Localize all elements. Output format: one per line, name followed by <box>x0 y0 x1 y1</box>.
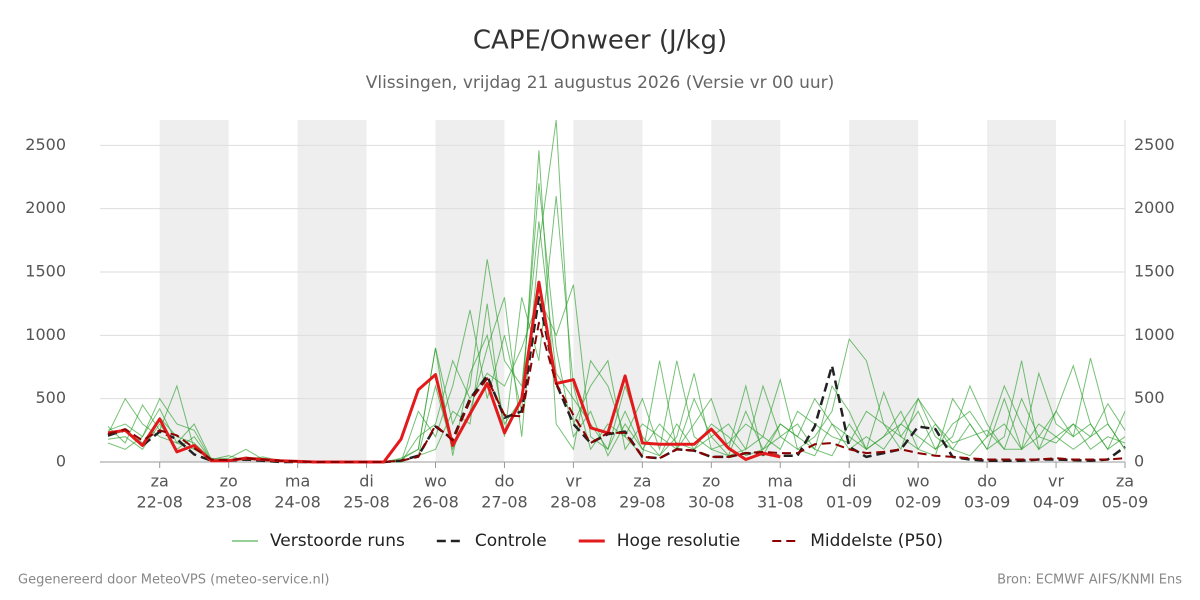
chart-title: CAPE/Onweer (J/kg) <box>473 26 727 56</box>
legend-label: Middelste (P50) <box>810 531 943 551</box>
day-shade <box>297 120 367 462</box>
legend-label: Verstoorde runs <box>270 531 405 551</box>
x-tick-weekday: ma <box>285 472 310 491</box>
x-tick-weekday: do <box>494 472 514 491</box>
x-tick-label: 22-08 <box>136 493 183 512</box>
x-tick-weekday: wo <box>907 472 930 491</box>
x-tick-label: 04-09 <box>1033 493 1080 512</box>
x-tick-weekday: zo <box>220 472 238 491</box>
legend-label: Controle <box>475 531 547 551</box>
x-tick-weekday: za <box>1116 472 1134 491</box>
x-tick-label: 05-09 <box>1102 493 1149 512</box>
y2-tick-label: 0 <box>1134 452 1144 471</box>
x-tick-label: 23-08 <box>205 493 252 512</box>
day-shade <box>987 120 1057 462</box>
chart-subtitle: Vlissingen, vrijdag 21 augustus 2026 (Ve… <box>366 73 835 93</box>
day-shade <box>849 120 919 462</box>
y2-tick-label: 1500 <box>1134 262 1175 281</box>
legend-label: Hoge resolutie <box>617 531 741 551</box>
x-tick-label: 03-09 <box>964 493 1011 512</box>
x-tick-weekday: vr <box>565 472 581 491</box>
x-tick-weekday: di <box>842 472 857 491</box>
x-tick-label: 02-09 <box>895 493 942 512</box>
y-tick-label: 1500 <box>25 262 66 281</box>
x-tick-label: 25-08 <box>343 493 390 512</box>
day-shade <box>711 120 781 462</box>
y-tick-label: 2000 <box>25 198 66 217</box>
x-tick-label: 28-08 <box>550 493 597 512</box>
x-tick-weekday: vr <box>1048 472 1064 491</box>
x-tick-label: 30-08 <box>688 493 735 512</box>
y-tick-label: 500 <box>35 388 66 407</box>
day-shade <box>573 120 643 462</box>
y2-tick-label: 500 <box>1134 388 1165 407</box>
footer-left: Gegenereerd door MeteoVPS (meteo-service… <box>18 573 329 588</box>
x-tick-weekday: wo <box>424 472 447 491</box>
x-tick-weekday: di <box>359 472 374 491</box>
x-tick-label: 24-08 <box>274 493 321 512</box>
series-line <box>107 321 1126 463</box>
x-tick-weekday: za <box>151 472 169 491</box>
x-tick-weekday: za <box>633 472 651 491</box>
x-tick-label: 27-08 <box>481 493 528 512</box>
x-tick-label: 26-08 <box>412 493 459 512</box>
y-tick-label: 2500 <box>25 135 66 154</box>
y2-tick-label: 1000 <box>1134 325 1175 344</box>
x-tick-label: 31-08 <box>757 493 804 512</box>
x-tick-weekday: ma <box>768 472 793 491</box>
y-tick-label: 0 <box>56 452 66 471</box>
y2-tick-label: 2000 <box>1134 198 1175 217</box>
x-tick-weekday: do <box>977 472 997 491</box>
day-shade <box>159 120 229 462</box>
y2-tick-label: 2500 <box>1134 135 1175 154</box>
footer-right: Bron: ECMWF AIFS/KNMI Ens <box>997 573 1182 588</box>
x-tick-weekday: zo <box>702 472 720 491</box>
x-tick-label: 01-09 <box>826 493 873 512</box>
x-tick-label: 29-08 <box>619 493 666 512</box>
y-tick-label: 1000 <box>25 325 66 344</box>
